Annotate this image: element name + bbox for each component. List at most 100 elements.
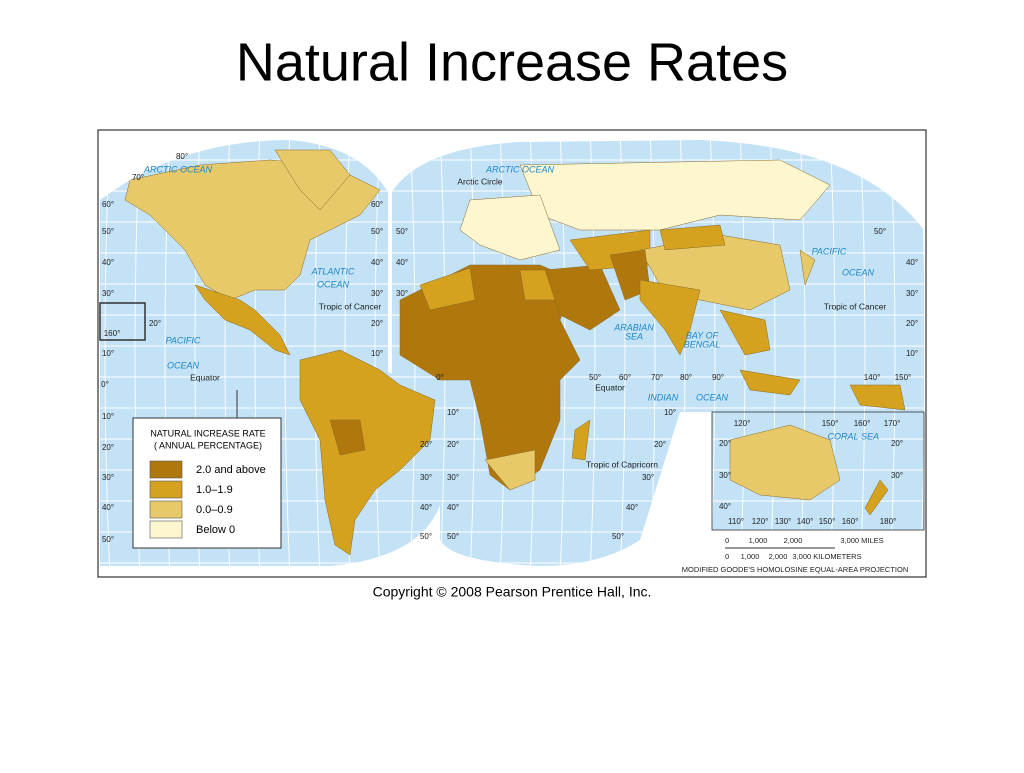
degree-label: 20° bbox=[447, 440, 459, 449]
degree-label: 10° bbox=[447, 408, 459, 417]
degree-label: 30° bbox=[891, 471, 903, 480]
copyright: Copyright © 2008 Pearson Prentice Hall, … bbox=[373, 584, 652, 600]
ocean-label: CORAL bbox=[827, 431, 858, 441]
australia-inset bbox=[711, 411, 925, 531]
degree-label: 70° bbox=[132, 173, 144, 182]
degree-label: 40° bbox=[626, 503, 638, 512]
legend-label: Below 0 bbox=[196, 524, 235, 536]
degree-label: 50° bbox=[371, 227, 383, 236]
degree-label: 140° bbox=[864, 373, 881, 382]
degree-label: 90° bbox=[712, 373, 724, 382]
degree-label: 40° bbox=[102, 258, 114, 267]
degree-label: 80° bbox=[176, 152, 188, 161]
ocean-label: PACIFIC bbox=[812, 246, 847, 256]
graticule bbox=[859, 140, 866, 566]
ocean-label: BENGAL bbox=[684, 339, 721, 349]
ocean-label: OCEAN bbox=[842, 267, 875, 277]
scale-label: 2,000 bbox=[769, 552, 788, 561]
ocean-label: OCEAN bbox=[317, 279, 350, 289]
scale-label: 1,000 bbox=[749, 536, 768, 545]
degree-label: 0° bbox=[436, 373, 444, 382]
degree-label: 130° bbox=[775, 517, 792, 526]
scale-label: 3,000 MILES bbox=[840, 536, 883, 545]
line-label: Equator bbox=[190, 372, 220, 382]
ocean-label: ARCTIC OCEAN bbox=[143, 164, 213, 174]
legend-title: NATURAL INCREASE RATE bbox=[150, 428, 265, 438]
ocean-label: OCEAN bbox=[167, 360, 200, 370]
ocean-label: PACIFIC bbox=[166, 335, 201, 345]
degree-label: 150° bbox=[819, 517, 836, 526]
legend: NATURAL INCREASE RATE ( ANNUAL PERCENTAG… bbox=[132, 417, 282, 549]
degree-label: 120° bbox=[734, 419, 751, 428]
degree-label: 40° bbox=[396, 258, 408, 267]
degree-label: 50° bbox=[612, 532, 624, 541]
degree-label: 10° bbox=[906, 349, 918, 358]
ocean-label: ARCTIC OCEAN bbox=[485, 164, 555, 174]
projection: MODIFIED GOODE'S HOMOLOSINE EQUAL-AREA P… bbox=[682, 565, 908, 574]
ocean-label: ARABIAN bbox=[613, 322, 654, 332]
degree-label: 150° bbox=[895, 373, 912, 382]
legend-label: 2.0 and above bbox=[196, 464, 266, 476]
degree-label: 50° bbox=[396, 227, 408, 236]
degree-label: 20° bbox=[371, 319, 383, 328]
hawaii-inset bbox=[99, 302, 146, 341]
map: 80° 70° 60° 50° 40° 30° 160° 20° 10° 0° 10° 20° 30° 4… bbox=[97, 129, 927, 578]
degree-label: 40° bbox=[719, 502, 731, 511]
degree-label: 30° bbox=[719, 471, 731, 480]
degree-label: 110° bbox=[728, 517, 744, 526]
degree-label: 80° bbox=[680, 373, 692, 382]
degree-label: 30° bbox=[420, 473, 432, 482]
scale-label: 0 bbox=[725, 536, 729, 545]
degree-label: 20° bbox=[420, 440, 432, 449]
degree-label: 0° bbox=[101, 380, 109, 389]
degree-label: 50° bbox=[420, 532, 432, 541]
degree-label: 10° bbox=[102, 412, 114, 421]
degree-label: 140° bbox=[797, 517, 814, 526]
degree-label: 20° bbox=[891, 439, 903, 448]
degree-label: 160° bbox=[842, 517, 859, 526]
degree-label: 20° bbox=[102, 443, 114, 452]
degree-label: 60° bbox=[102, 200, 114, 209]
degree-label: 30° bbox=[102, 289, 114, 298]
degree-label: 50° bbox=[447, 532, 459, 541]
line-label: Equator bbox=[595, 382, 625, 392]
scale-label: 1,000 bbox=[741, 552, 760, 561]
degree-label: 10° bbox=[102, 349, 114, 358]
line-label: Tropic of Capricorn bbox=[586, 459, 658, 469]
ocean-label: SEA bbox=[625, 331, 643, 341]
scale-label: 0 bbox=[725, 552, 729, 561]
degree-label: 170° bbox=[884, 419, 901, 428]
line-label: Arctic Circle bbox=[457, 176, 503, 186]
degree-label: 20° bbox=[654, 440, 666, 449]
degree-label: 180° bbox=[880, 517, 897, 526]
degree-label: 30° bbox=[102, 473, 114, 482]
degree-label: 30° bbox=[906, 289, 918, 298]
legend-swatch bbox=[149, 520, 183, 539]
degree-label: 160° bbox=[854, 419, 871, 428]
legend-label: 0.0–0.9 bbox=[196, 504, 233, 516]
degree-label: 160° bbox=[104, 329, 121, 338]
scale-label: 3,000 KILOMETERS bbox=[792, 552, 861, 561]
ocean-label: BAY OF bbox=[686, 330, 719, 340]
degree-label: 40° bbox=[102, 503, 114, 512]
degree-label: 40° bbox=[371, 258, 383, 267]
legend-label: 1.0–1.9 bbox=[196, 484, 233, 496]
degree-label: 60° bbox=[619, 373, 631, 382]
legend-swatch bbox=[149, 480, 183, 499]
degree-label: 40° bbox=[906, 258, 918, 267]
degree-label: 40° bbox=[447, 503, 459, 512]
degree-label: 120° bbox=[752, 517, 769, 526]
degree-label: 40° bbox=[420, 503, 432, 512]
degree-label: 30° bbox=[396, 289, 408, 298]
degree-label: 50° bbox=[102, 535, 114, 544]
degree-label: 20° bbox=[906, 319, 918, 328]
degree-label: 70° bbox=[651, 373, 663, 382]
ocean-label: OCEAN bbox=[696, 392, 729, 402]
degree-label: 30° bbox=[447, 473, 459, 482]
degree-label: 10° bbox=[664, 408, 676, 417]
graticule bbox=[829, 140, 836, 566]
land bbox=[124, 149, 906, 556]
